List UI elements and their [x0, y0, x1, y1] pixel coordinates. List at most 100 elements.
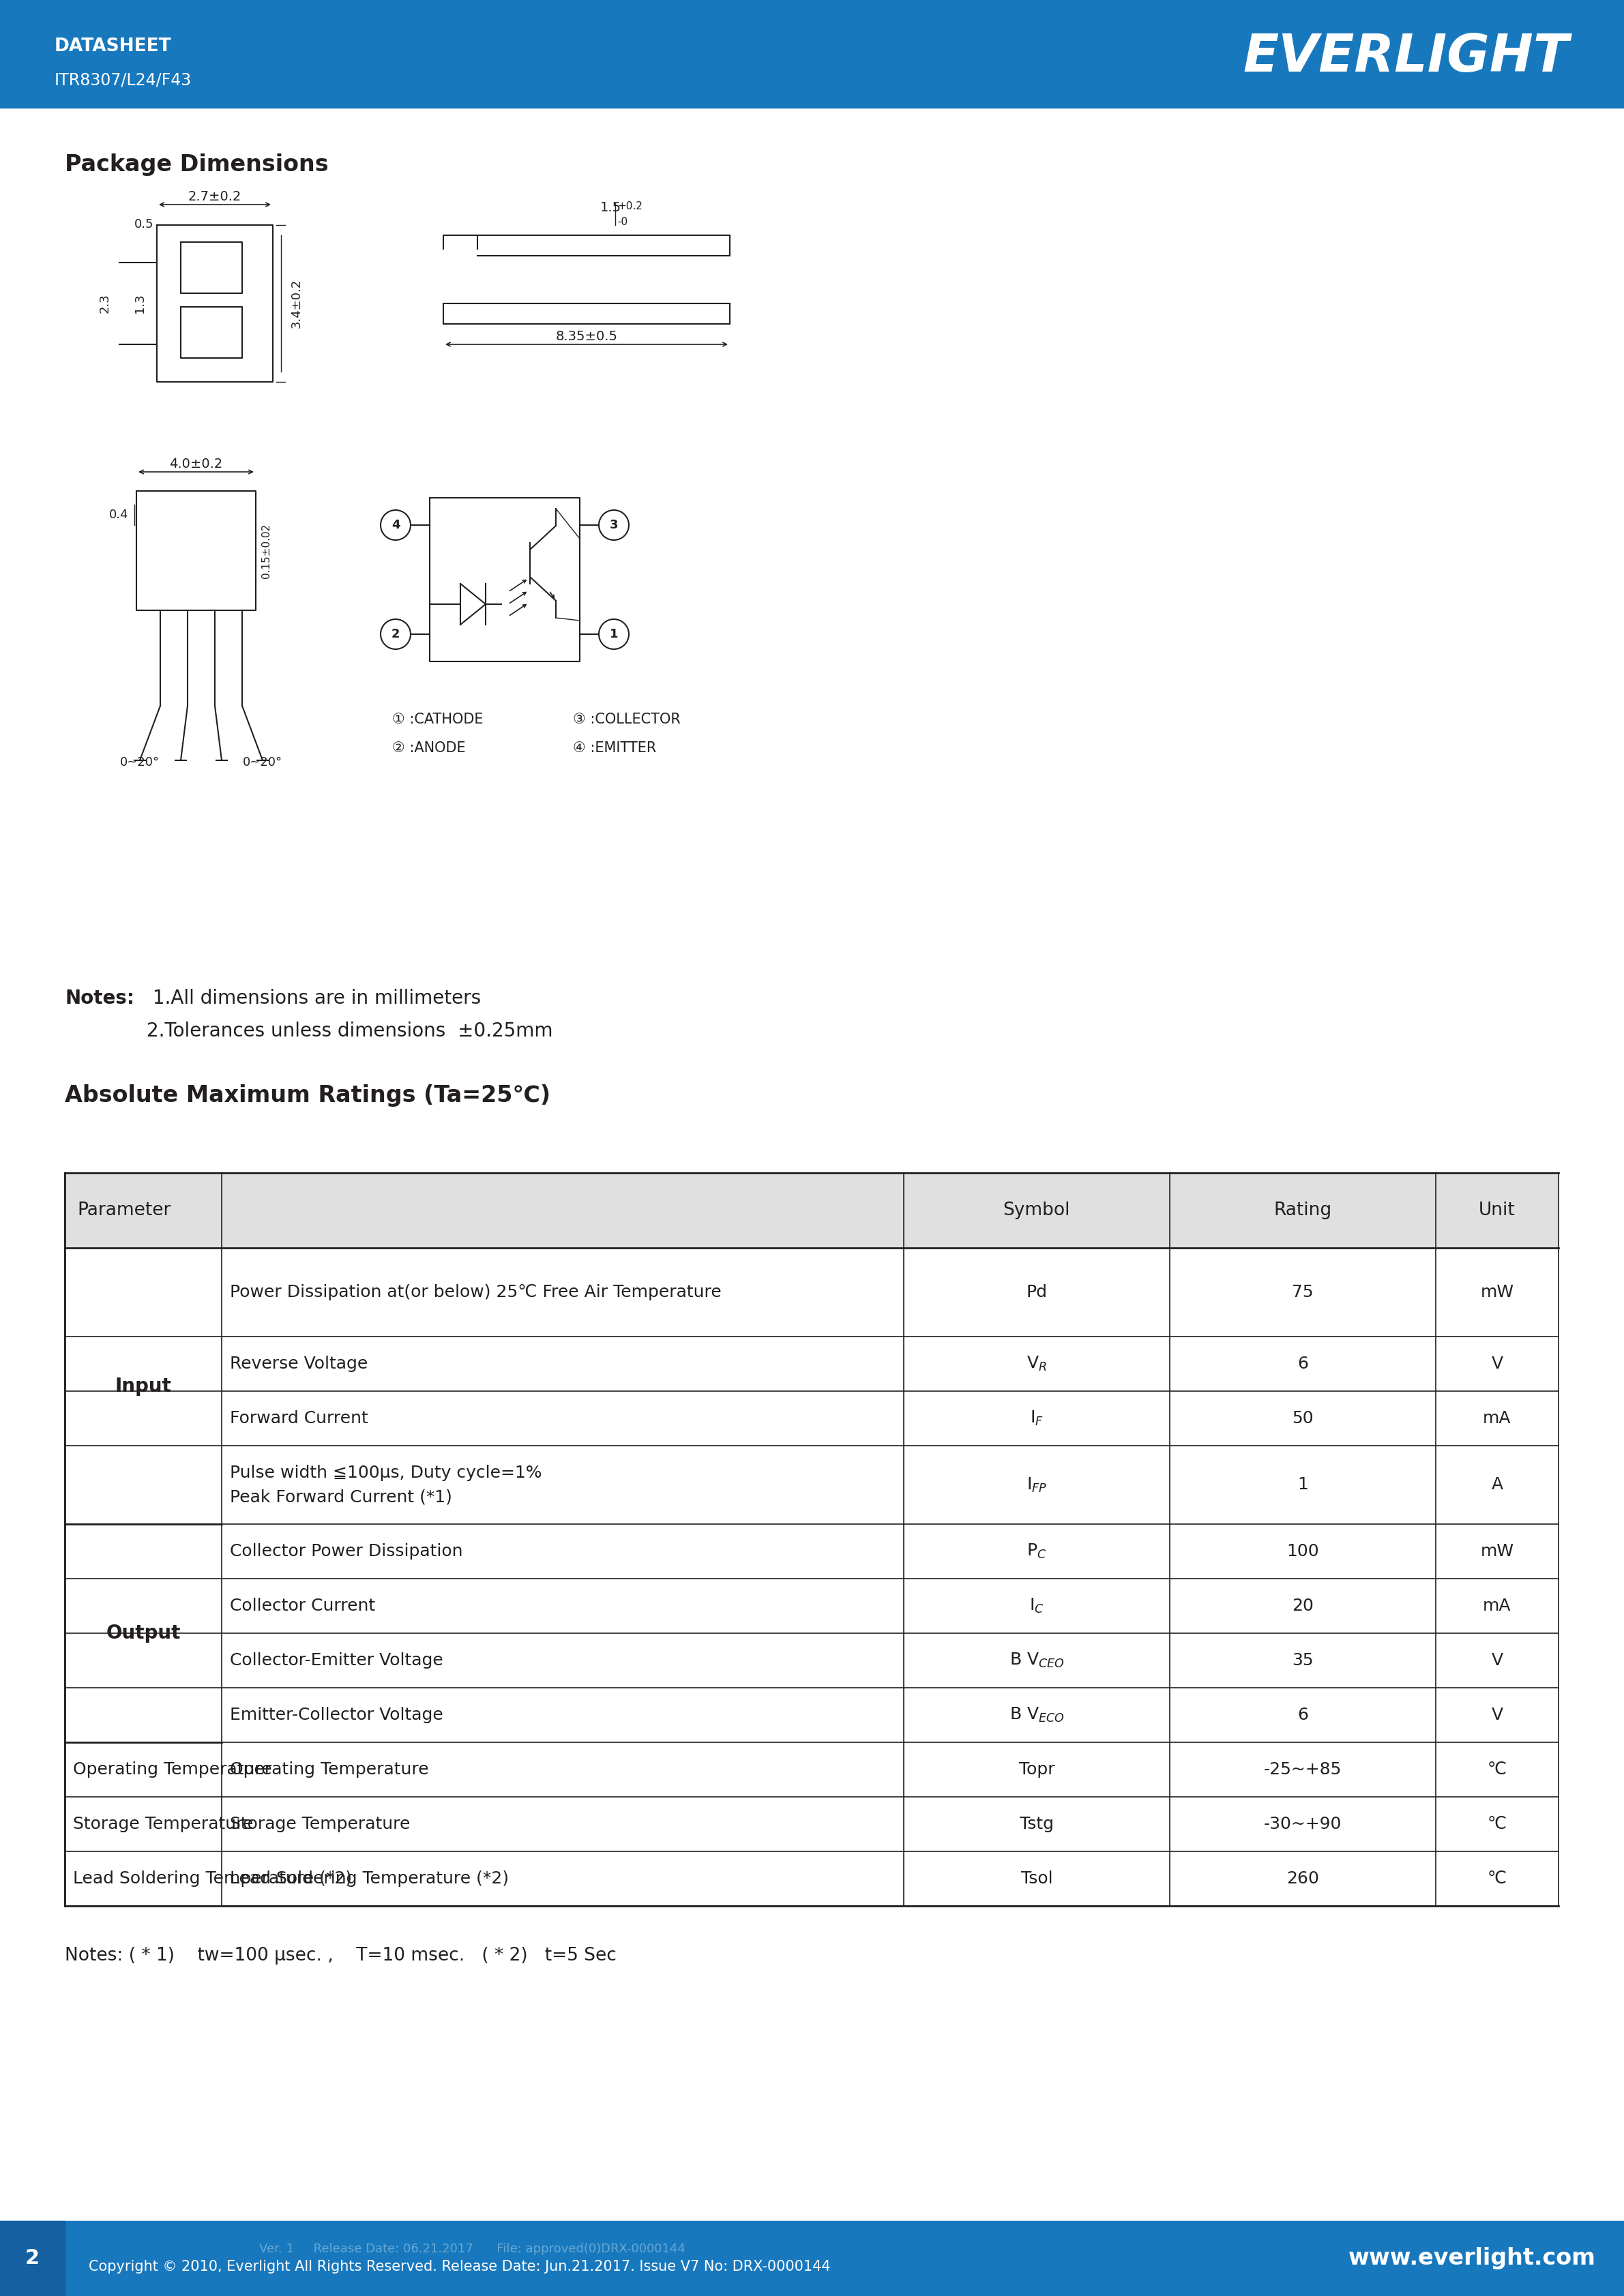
- Text: Storage Temperature: Storage Temperature: [231, 1816, 411, 1832]
- Text: 3: 3: [609, 519, 619, 530]
- Bar: [65, 1446, 1559, 1525]
- Text: 75: 75: [1293, 1283, 1314, 1300]
- Text: Reverse Voltage: Reverse Voltage: [231, 1355, 367, 1373]
- Text: Topr: Topr: [1018, 1761, 1054, 1777]
- Bar: [65, 1798, 1559, 1851]
- Text: +0.2: +0.2: [617, 202, 643, 211]
- Text: Emitter-Collector Voltage: Emitter-Collector Voltage: [231, 1706, 443, 1724]
- Text: 0.5: 0.5: [135, 218, 153, 230]
- Bar: [65, 1580, 1559, 1632]
- Text: Forward Current: Forward Current: [231, 1410, 369, 1426]
- Text: Notes: ( * 1)    tw=100 μsec. ,    T=10 msec.   ( * 2)   t=5 Sec: Notes: ( * 1) tw=100 μsec. , T=10 msec. …: [65, 1947, 617, 1965]
- Text: 3.4±0.2: 3.4±0.2: [291, 278, 302, 328]
- Text: 1.3: 1.3: [133, 294, 146, 312]
- Text: P$_C$: P$_C$: [1026, 1543, 1047, 1561]
- Text: 2.7±0.2: 2.7±0.2: [188, 191, 242, 204]
- Text: 0.4: 0.4: [109, 510, 128, 521]
- Bar: [65, 1391, 1559, 1446]
- Text: Rating: Rating: [1273, 1201, 1332, 1219]
- Text: 0~20°: 0~20°: [120, 755, 159, 769]
- Text: B V$_{CEO}$: B V$_{CEO}$: [1009, 1651, 1064, 1669]
- Bar: [0, 0, 1624, 108]
- Text: 35: 35: [1293, 1653, 1314, 1669]
- Text: V: V: [1491, 1653, 1502, 1669]
- Text: Power Dissipation at(or below) 25℃ Free Air Temperature: Power Dissipation at(or below) 25℃ Free …: [231, 1283, 721, 1300]
- Text: 2.3: 2.3: [99, 294, 110, 312]
- Text: EVERLIGHT: EVERLIGHT: [278, 1322, 1345, 1488]
- Text: B V$_{ECO}$: B V$_{ECO}$: [1009, 1706, 1064, 1724]
- Text: V: V: [1491, 1706, 1502, 1724]
- Text: Peak Forward Current (*1): Peak Forward Current (*1): [231, 1490, 451, 1506]
- Text: DATASHEET: DATASHEET: [55, 37, 172, 55]
- Text: 8.35±0.5: 8.35±0.5: [555, 331, 617, 342]
- Text: 1.All dimensions are in millimeters: 1.All dimensions are in millimeters: [146, 990, 481, 1008]
- Text: Lead Soldering Temperature (*2): Lead Soldering Temperature (*2): [73, 1871, 352, 1887]
- Text: Pulse width ≦100μs, Duty cycle=1%: Pulse width ≦100μs, Duty cycle=1%: [231, 1465, 542, 1481]
- Text: Parameter: Parameter: [76, 1201, 171, 1219]
- Text: mW: mW: [1481, 1283, 1514, 1300]
- Bar: [65, 1851, 1559, 1906]
- Text: Output: Output: [106, 1623, 180, 1642]
- Bar: [65, 1525, 1559, 1580]
- Text: ① :CATHODE: ① :CATHODE: [391, 712, 484, 726]
- Text: 1: 1: [609, 629, 619, 641]
- Text: Package Dimensions: Package Dimensions: [65, 154, 328, 177]
- Text: Unit: Unit: [1479, 1201, 1515, 1219]
- Text: 1.5: 1.5: [601, 202, 622, 214]
- Text: ITR8307/L24/F43: ITR8307/L24/F43: [55, 71, 192, 87]
- Text: EVERLIGHT: EVERLIGHT: [1242, 32, 1569, 83]
- Text: 20: 20: [1291, 1598, 1314, 1614]
- Text: 1: 1: [1298, 1476, 1309, 1492]
- Text: Collector Power Dissipation: Collector Power Dissipation: [231, 1543, 463, 1559]
- Text: I$_{FP}$: I$_{FP}$: [1026, 1476, 1047, 1495]
- Text: 2.Tolerances unless dimensions  ±0.25mm: 2.Tolerances unless dimensions ±0.25mm: [146, 1022, 552, 1040]
- Text: ④ :EMITTER: ④ :EMITTER: [573, 742, 656, 755]
- Text: 50: 50: [1293, 1410, 1314, 1426]
- Text: ℃: ℃: [1488, 1871, 1507, 1887]
- Text: Input: Input: [115, 1375, 172, 1396]
- Text: -25~+85: -25~+85: [1263, 1761, 1341, 1777]
- Text: Operating Temperature: Operating Temperature: [231, 1761, 429, 1777]
- Text: ℃: ℃: [1488, 1761, 1507, 1777]
- Text: Tsol: Tsol: [1021, 1871, 1052, 1887]
- Text: I$_F$: I$_F$: [1030, 1410, 1044, 1428]
- Text: 0~20°: 0~20°: [242, 755, 283, 769]
- Text: mA: mA: [1483, 1410, 1512, 1426]
- Text: 2: 2: [391, 629, 400, 641]
- Text: Tstg: Tstg: [1020, 1816, 1054, 1832]
- Text: ③ :COLLECTOR: ③ :COLLECTOR: [573, 712, 680, 726]
- Text: Collector-Emitter Voltage: Collector-Emitter Voltage: [231, 1653, 443, 1669]
- Text: -0: -0: [617, 216, 627, 227]
- Text: Absolute Maximum Ratings (Ta=25℃): Absolute Maximum Ratings (Ta=25℃): [65, 1084, 551, 1107]
- Bar: [65, 1688, 1559, 1743]
- Text: V: V: [1491, 1355, 1502, 1373]
- Bar: [0, 2220, 65, 2296]
- Text: 6: 6: [1298, 1355, 1309, 1373]
- Text: www.everlight.com: www.everlight.com: [1348, 2248, 1596, 2271]
- Text: ℃: ℃: [1488, 1816, 1507, 1832]
- Text: Copyright © 2010, Everlight All Rights Reserved. Release Date: Jun.21.2017. Issu: Copyright © 2010, Everlight All Rights R…: [89, 2259, 830, 2273]
- Text: 4.0±0.2: 4.0±0.2: [169, 457, 222, 471]
- Text: 2: 2: [24, 2248, 39, 2268]
- Bar: [0, 2220, 1624, 2296]
- Text: 6: 6: [1298, 1706, 1309, 1724]
- Text: 100: 100: [1286, 1543, 1319, 1559]
- Text: I$_C$: I$_C$: [1030, 1598, 1044, 1614]
- Text: Pd: Pd: [1026, 1283, 1047, 1300]
- Text: A: A: [1491, 1476, 1502, 1492]
- Text: 260: 260: [1286, 1871, 1319, 1887]
- Text: 4: 4: [391, 519, 400, 530]
- Text: Collector Current: Collector Current: [231, 1598, 375, 1614]
- Text: Symbol: Symbol: [1004, 1201, 1070, 1219]
- Text: Storage Temperature: Storage Temperature: [73, 1816, 253, 1832]
- Bar: [65, 1632, 1559, 1688]
- Text: mA: mA: [1483, 1598, 1512, 1614]
- Bar: [65, 1743, 1559, 1798]
- Text: 0.15±0.02: 0.15±0.02: [261, 523, 271, 579]
- Bar: [65, 1336, 1559, 1391]
- Text: Ver. 1     Release Date: 06.21.2017      File: approved(0)DRX-0000144: Ver. 1 Release Date: 06.21.2017 File: ap…: [260, 2243, 685, 2255]
- Text: V$_R$: V$_R$: [1026, 1355, 1047, 1373]
- Text: -30~+90: -30~+90: [1263, 1816, 1341, 1832]
- Bar: [65, 1173, 1559, 1249]
- Bar: [65, 1249, 1559, 1336]
